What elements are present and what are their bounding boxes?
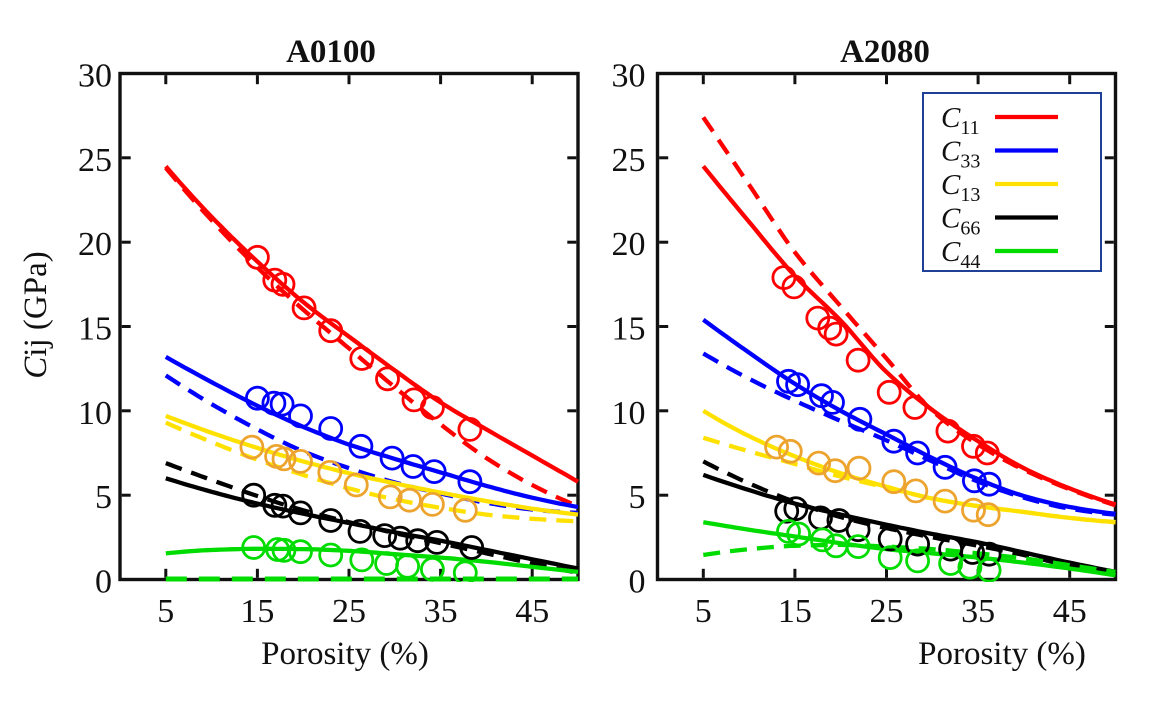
- svg-text:25: 25: [870, 593, 904, 630]
- svg-text:0: 0: [629, 564, 646, 601]
- svg-text:25: 25: [612, 142, 646, 179]
- svg-text:Porosity (%): Porosity (%): [261, 636, 429, 672]
- svg-text:A0100: A0100: [286, 34, 376, 70]
- svg-text:20: 20: [78, 226, 112, 263]
- svg-text:35: 35: [424, 593, 458, 630]
- svg-text:C13: C13: [941, 169, 980, 206]
- svg-text:C66: C66: [941, 203, 980, 240]
- svg-text:0: 0: [95, 564, 112, 601]
- svg-text:Porosity (%): Porosity (%): [918, 636, 1086, 672]
- svg-text:15: 15: [612, 311, 646, 348]
- svg-text:25: 25: [78, 142, 112, 179]
- svg-text:15: 15: [78, 311, 112, 348]
- svg-text:5: 5: [157, 593, 174, 630]
- svg-text:20: 20: [612, 226, 646, 263]
- svg-text:Cij (GPa): Cij (GPa): [18, 251, 54, 378]
- svg-text:A2080: A2080: [840, 34, 930, 70]
- svg-text:5: 5: [695, 593, 712, 630]
- svg-text:10: 10: [78, 395, 112, 432]
- svg-text:10: 10: [612, 395, 646, 432]
- svg-text:C44: C44: [941, 236, 980, 273]
- svg-text:45: 45: [515, 593, 549, 630]
- svg-text:15: 15: [240, 593, 274, 630]
- svg-text:5: 5: [629, 479, 646, 516]
- svg-text:35: 35: [961, 593, 995, 630]
- svg-text:30: 30: [612, 58, 646, 95]
- svg-text:5: 5: [95, 479, 112, 516]
- svg-text:30: 30: [78, 58, 112, 95]
- svg-text:45: 45: [1053, 593, 1087, 630]
- svg-text:C11: C11: [941, 102, 980, 139]
- svg-text:15: 15: [778, 593, 812, 630]
- svg-text:C33: C33: [941, 136, 980, 173]
- svg-text:25: 25: [332, 593, 366, 630]
